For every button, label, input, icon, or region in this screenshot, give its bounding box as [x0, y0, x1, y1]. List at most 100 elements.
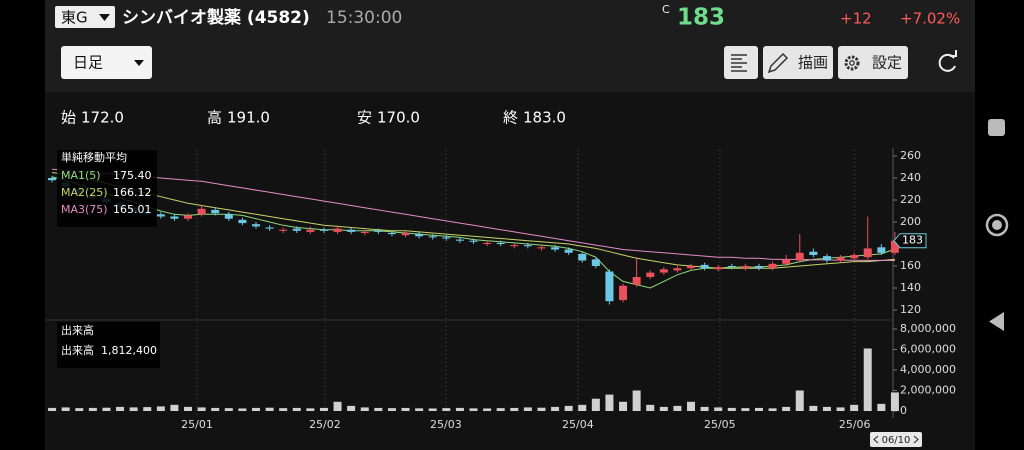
change-pct: +7.02% — [900, 10, 960, 28]
change: +12 — [840, 10, 872, 28]
candle-body — [48, 178, 57, 181]
y-tick-label: 260 — [900, 149, 921, 162]
volume-bar — [238, 408, 247, 411]
candle-body — [551, 247, 560, 250]
volume-bar — [863, 348, 872, 411]
volume-bar — [537, 407, 546, 411]
candle-body — [211, 209, 220, 214]
indicator-button[interactable] — [724, 46, 758, 79]
volume-bar — [170, 404, 179, 411]
volume-bar — [75, 408, 84, 411]
nav-home[interactable] — [985, 213, 1009, 237]
ohlc-value: 183.0 — [523, 109, 566, 127]
volume-bar — [510, 407, 519, 411]
price-flag: C — [662, 3, 670, 16]
cursor-date-box — [870, 432, 922, 447]
candle-body — [605, 271, 614, 302]
y-tick-label: 0 — [900, 404, 907, 417]
price: 183 — [677, 5, 725, 31]
volume-bar — [61, 407, 70, 411]
candle-body — [877, 247, 886, 253]
legend-name: MA3(75) — [61, 203, 108, 216]
volume-bar — [659, 406, 668, 411]
volume-bar — [496, 408, 505, 411]
volume-bar — [197, 407, 206, 411]
volume-bar — [673, 405, 682, 411]
volume-bar — [156, 406, 165, 411]
candle-body — [619, 285, 628, 301]
settings-button[interactable]: 設定 — [838, 46, 908, 79]
price-tag — [893, 233, 927, 249]
x-tick-label: 25/04 — [562, 418, 594, 431]
volume-bar — [795, 390, 804, 411]
exchange-box — [55, 6, 115, 28]
volume-bar — [700, 406, 709, 411]
exchange-select[interactable]: 東G — [55, 6, 115, 28]
volume-bar — [224, 408, 233, 411]
x-tick-label: 25/03 — [430, 418, 462, 431]
volume-bar — [306, 408, 315, 411]
volume-bar — [360, 407, 369, 411]
candle-body — [890, 240, 899, 253]
volume-bar — [211, 407, 220, 411]
period: 日足 — [73, 54, 103, 72]
volume-legend-name: 出来高 — [61, 343, 94, 357]
ohlc-label: 高 — [207, 109, 222, 127]
volume-bar — [727, 407, 736, 411]
candle-body — [591, 259, 600, 266]
volume-bar — [632, 390, 641, 411]
time: 15:30:00 — [326, 8, 402, 28]
volume-bar — [347, 405, 356, 411]
legend-box — [57, 150, 157, 227]
dropdown-arrow — [134, 60, 144, 66]
candle-body — [442, 237, 451, 239]
refresh-button[interactable] — [938, 50, 957, 72]
candle-body — [265, 227, 274, 229]
candle-body — [809, 251, 818, 255]
volume-bar — [428, 408, 437, 411]
candle-body — [646, 272, 655, 277]
candle-body — [537, 247, 546, 249]
nav-recents[interactable] — [988, 119, 1005, 136]
legend-title: 単純移動平均 — [61, 150, 127, 164]
volume-bar — [782, 406, 791, 411]
volume-bar — [591, 398, 600, 411]
candle-body — [374, 230, 383, 232]
volume-bar — [754, 407, 763, 411]
home-dot — [992, 220, 1002, 230]
candle-body — [687, 266, 696, 269]
refresh-arrow — [950, 50, 957, 57]
volume-bar — [387, 408, 396, 411]
candle-body — [714, 267, 723, 270]
volume-bar — [809, 405, 818, 411]
candle-body — [387, 233, 396, 235]
period-select[interactable]: 日足 — [61, 46, 152, 79]
nav-back[interactable] — [989, 312, 1004, 331]
candle-body — [564, 249, 573, 253]
volume-bar — [48, 407, 57, 411]
volume-bar — [605, 394, 614, 411]
volume-bar — [279, 408, 288, 411]
candle-body — [850, 255, 859, 259]
button-bg — [763, 46, 833, 79]
candle-body — [170, 216, 179, 219]
candle-body — [306, 229, 315, 232]
candle-body — [197, 208, 206, 215]
volume-bar — [292, 407, 301, 411]
candle-body — [673, 268, 682, 271]
volume-bar — [374, 407, 383, 411]
volume-bar — [184, 406, 193, 411]
ma-line — [52, 168, 895, 261]
refresh-icon — [938, 53, 956, 72]
candle-body — [333, 228, 342, 232]
candle-body — [659, 269, 668, 273]
y-tick-label: 2,000,000 — [900, 384, 956, 397]
volume-bar — [469, 408, 478, 411]
candle-body — [428, 236, 437, 238]
volume-bar — [619, 401, 628, 411]
volume-bar — [88, 407, 97, 411]
ohlc-value: 172.0 — [81, 109, 124, 127]
draw-button[interactable]: 描画 — [763, 46, 833, 79]
